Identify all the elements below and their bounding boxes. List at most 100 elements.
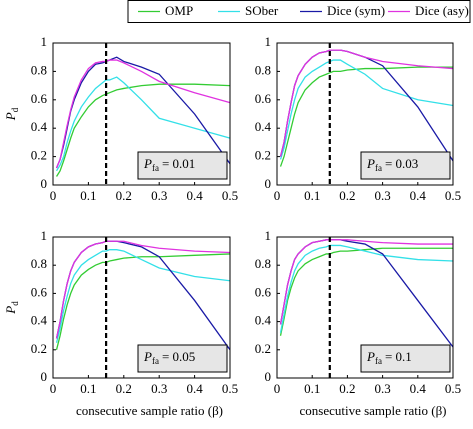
x-tick-label: 0.5 (222, 381, 238, 396)
x-axis-label: consecutive sample ratio (β) (299, 403, 446, 418)
y-tick-label: 1 (41, 34, 48, 49)
y-tick-label: 1 (41, 228, 48, 243)
subscript: fa (375, 356, 382, 366)
y-tick-label: 0 (41, 176, 48, 191)
legend-label: SOber (245, 3, 279, 18)
plot-frame (52, 236, 231, 379)
y-tick-label: 0.8 (31, 62, 47, 77)
series-line (279, 49, 454, 157)
symbol: P (143, 156, 152, 171)
plot-frame (276, 236, 454, 379)
math-text: = 0.05 (162, 349, 195, 364)
x-tick-label: 0.4 (410, 188, 427, 203)
x-tick-label: 0.3 (374, 381, 390, 396)
y-tick-label: 0.6 (255, 284, 272, 299)
annotation-box (137, 151, 228, 180)
y-tick-label: 1 (265, 34, 272, 49)
annotation-box (360, 344, 451, 373)
x-axis-label: consecutive sample ratio (β) (76, 403, 223, 418)
series-line (55, 240, 231, 351)
y-tick-label: 0 (41, 369, 48, 384)
y-tick-label: 0.6 (31, 284, 48, 299)
series-line (55, 240, 231, 339)
series-line (279, 59, 454, 160)
y-tick-label: 0.4 (31, 313, 48, 328)
x-tick-label: 0.1 (304, 381, 320, 396)
x-tick-label: 0.2 (339, 381, 355, 396)
x-tick-label: 0 (50, 381, 57, 396)
x-tick-label: 0.4 (410, 381, 427, 396)
x-tick-label: 0.3 (151, 188, 167, 203)
y-tick-label: 0.4 (255, 313, 272, 328)
series-line (279, 239, 454, 348)
series-line (279, 244, 454, 334)
annotation: Pfa = 0.01 (143, 156, 195, 173)
symbol: P (3, 306, 18, 315)
y-tick-label: 0.8 (31, 256, 47, 271)
x-tick-label: 0.5 (222, 188, 238, 203)
y-axis-label: Pd (3, 301, 20, 315)
y-tick-label: 0 (265, 369, 272, 384)
y-tick-label: 0.2 (31, 148, 47, 163)
series-line (55, 83, 231, 177)
subscript: d (10, 107, 20, 112)
symbol: P (143, 349, 152, 364)
x-tick-label: 0 (50, 188, 57, 203)
plot-frame (52, 42, 231, 186)
y-tick-label: 0.2 (255, 341, 271, 356)
y-tick-label: 0.6 (31, 91, 48, 106)
series-line (279, 66, 453, 167)
x-tick-label: 0.3 (374, 188, 390, 203)
annotation: Pfa = 0.03 (366, 156, 418, 173)
legend-label: Dice (sym) (327, 3, 385, 18)
annotation-box (360, 151, 451, 180)
x-tick-label: 0.2 (116, 381, 132, 396)
x-tick-label: 0.2 (116, 188, 132, 203)
series-line (55, 56, 231, 169)
y-tick-label: 0.8 (255, 256, 271, 271)
math-text: = 0.03 (385, 156, 418, 171)
y-tick-label: 0.8 (255, 62, 271, 77)
series-line (279, 247, 453, 336)
series-line (55, 76, 231, 172)
y-tick-label: 0.2 (255, 148, 271, 163)
plot-frame (276, 42, 454, 186)
series-line (55, 59, 231, 169)
x-tick-label: 0.5 (445, 381, 461, 396)
subscript: fa (375, 163, 382, 173)
x-tick-label: 0 (274, 381, 281, 396)
annotation: Pfa = 0.1 (366, 349, 412, 366)
subscript: fa (152, 163, 159, 173)
y-tick-label: 0.4 (31, 119, 48, 134)
x-tick-label: 0.1 (80, 381, 96, 396)
x-tick-label: 0.4 (186, 188, 203, 203)
legend-label: Dice (asy) (415, 3, 469, 18)
legend-label: OMP (165, 3, 193, 18)
symbol: P (3, 112, 18, 121)
symbol: P (366, 349, 375, 364)
annotation-box (137, 344, 228, 373)
annotation: Pfa = 0.05 (143, 349, 195, 366)
subscript: fa (152, 356, 159, 366)
math-text: = 0.1 (385, 349, 412, 364)
x-tick-label: 0.1 (304, 188, 320, 203)
y-tick-label: 0.6 (255, 91, 272, 106)
x-tick-label: 0 (274, 188, 281, 203)
legend-box (127, 0, 471, 23)
x-tick-label: 0.4 (186, 381, 203, 396)
y-axis-label: Pd (3, 107, 20, 121)
series-line (55, 253, 231, 350)
x-tick-label: 0.1 (80, 188, 96, 203)
y-tick-label: 0 (265, 176, 272, 191)
x-tick-label: 0.2 (339, 188, 355, 203)
y-tick-label: 0.2 (31, 341, 47, 356)
y-tick-label: 0.4 (255, 119, 272, 134)
series-line (55, 249, 231, 343)
y-tick-label: 1 (265, 228, 272, 243)
series-line (279, 239, 453, 325)
x-tick-label: 0.5 (445, 188, 461, 203)
subscript: d (10, 301, 20, 306)
symbol: P (366, 156, 375, 171)
